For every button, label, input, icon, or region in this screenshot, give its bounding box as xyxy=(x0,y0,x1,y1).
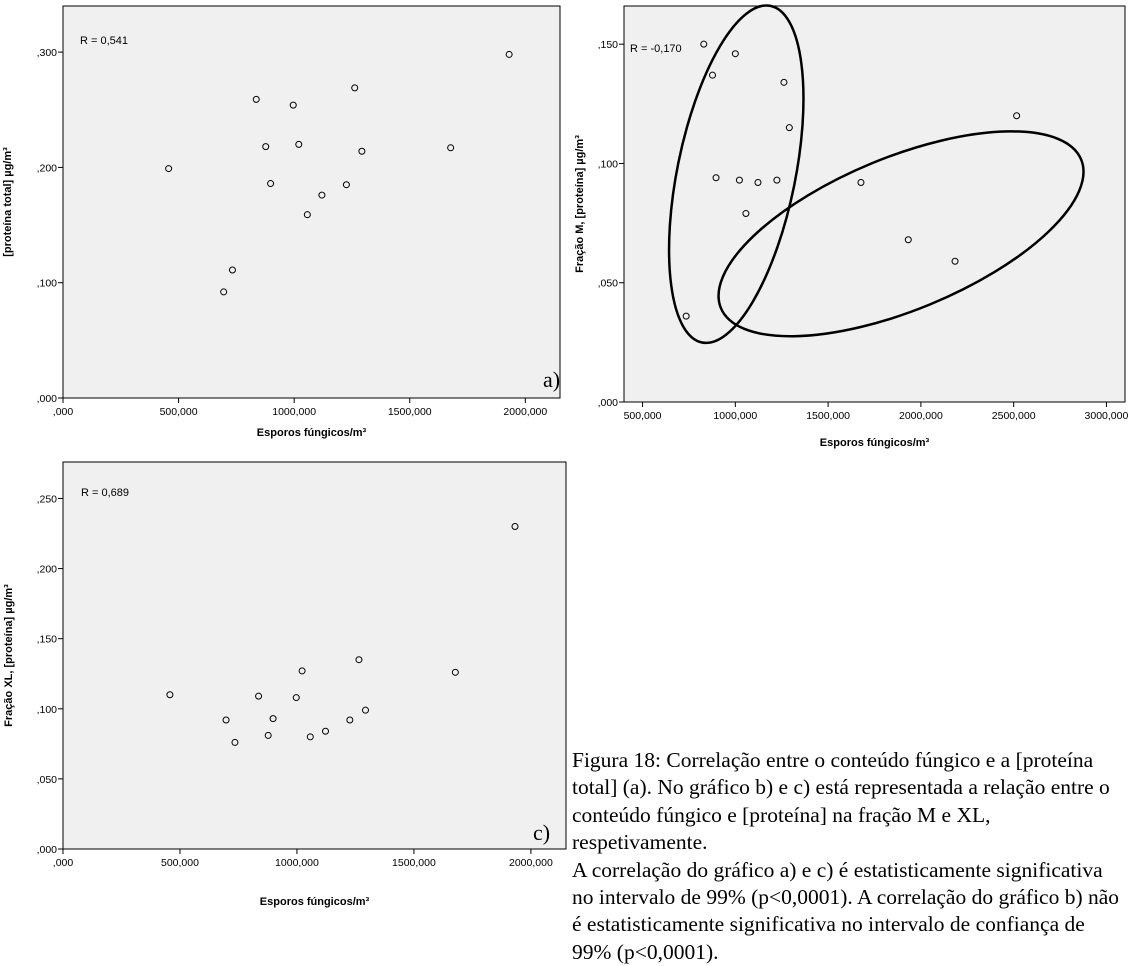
chart-c-y-tick-label: ,100 xyxy=(37,704,58,716)
chart-b-y-tick-label: ,000 xyxy=(598,397,619,409)
chart-a-x-tick-label: 1500,000 xyxy=(388,406,432,418)
chart-a-y-tick-label: ,000 xyxy=(37,393,58,405)
chart-c-y-tick-label: ,150 xyxy=(37,634,58,646)
chart-b-data-point xyxy=(951,257,959,265)
chart-a-data-point xyxy=(252,95,260,103)
chart-b-x-tick-label: 500,000 xyxy=(624,410,662,422)
chart-a-x-tick-label: 1000,000 xyxy=(272,406,316,418)
chart-c-data-point xyxy=(222,716,230,724)
chart-c-x-tick-label: 500,000 xyxy=(161,857,199,869)
chart-a-data-point xyxy=(358,147,366,155)
chart-c-plot-area xyxy=(62,461,567,850)
scatter-chart-a: ,000 500,000 1000,000 1500,000 2000,000 ,000,… xyxy=(2,5,561,439)
chart-c-data-point xyxy=(362,706,370,714)
chart-b-data-point xyxy=(700,40,708,48)
chart-c-data-point xyxy=(298,667,306,675)
chart-a-r-annotation: R = 0,541 xyxy=(80,35,128,47)
chart-c-panel-label: c) xyxy=(533,820,550,845)
chart-c-data-point xyxy=(355,656,363,664)
chart-a-data-point xyxy=(318,191,326,199)
chart-b-y-tick-label: ,100 xyxy=(598,158,619,170)
chart-a-plot-area xyxy=(62,5,561,399)
chart-c-data-point xyxy=(292,694,300,702)
chart-c-data-point xyxy=(231,738,239,746)
chart-b-x-tick-label: 2000,000 xyxy=(899,410,943,422)
chart-a-data-point xyxy=(220,288,228,296)
chart-a-data-point xyxy=(289,101,297,109)
chart-a-x-axis-label: Esporos fúngicos/m³ xyxy=(257,427,367,439)
chart-b-y-tick-label: ,050 xyxy=(598,278,619,290)
chart-b-x-tick-label: 2500,000 xyxy=(992,410,1036,422)
chart-b-data-point xyxy=(709,71,717,79)
chart-b-data-point xyxy=(742,210,750,218)
caption-paragraph-2: A correlação do gráfico a) e c) é estati… xyxy=(572,857,1120,964)
caption-paragraph-1: Figura 18: Correlação entre o conteúdo f… xyxy=(572,748,1110,855)
chart-a-data-point xyxy=(505,50,513,58)
chart-c-data-point xyxy=(451,668,459,676)
chart-c-y-tick-label: ,200 xyxy=(37,564,58,576)
chart-c-x-tick-label: 2000,000 xyxy=(509,857,553,869)
chart-c-x-tick-label: ,000 xyxy=(53,857,74,869)
figure-caption: Figura 18: Correlação entre o conteúdo f… xyxy=(572,747,1122,966)
chart-b-data-point xyxy=(773,176,781,184)
chart-c-data-point xyxy=(306,733,314,741)
chart-c-y-tick-label: ,250 xyxy=(37,493,58,505)
chart-a-data-point xyxy=(342,181,350,189)
chart-b-data-point xyxy=(754,179,762,187)
chart-a-y-tick-label: ,100 xyxy=(37,278,58,290)
scatter-chart-c: ,000 500,000 1000,000 1500,000 2000,000 ,000,… xyxy=(3,461,567,908)
chart-a-data-point xyxy=(351,84,359,92)
chart-c-data-point xyxy=(321,727,329,735)
chart-b-data-point xyxy=(857,179,865,187)
chart-c-x-tick-label: 1500,000 xyxy=(392,857,436,869)
chart-a-data-point xyxy=(267,180,275,188)
chart-a-y-tick-label: ,300 xyxy=(37,47,58,59)
chart-c-x-axis-label: Esporos fúngicos/m³ xyxy=(260,896,370,908)
chart-b-data-point xyxy=(735,176,743,184)
chart-b-x-tick-label: 3000,000 xyxy=(1085,410,1129,422)
chart-b-data-point xyxy=(731,50,739,58)
chart-a-data-point xyxy=(303,211,311,219)
chart-a-data-point xyxy=(262,143,270,151)
chart-b-group-ellipse-1 xyxy=(667,4,805,345)
chart-b-group-ellipse-2 xyxy=(717,130,1085,338)
chart-a-data-point xyxy=(165,165,173,173)
chart-c-data-point xyxy=(346,716,354,724)
chart-a-y-tick-label: ,200 xyxy=(37,162,58,174)
chart-a-data-point xyxy=(228,266,236,274)
chart-b-data-point xyxy=(1013,112,1021,120)
chart-a-panel-label: a) xyxy=(543,367,560,392)
chart-c-y-axis-label: Fração XL, [proteína] µg/m³ xyxy=(3,584,15,727)
chart-a-data-point xyxy=(295,140,303,148)
chart-c-y-tick-label: ,050 xyxy=(37,774,58,786)
chart-c-data-point xyxy=(166,691,174,699)
chart-a-data-point xyxy=(447,144,455,152)
chart-c-r-annotation: R = 0,689 xyxy=(81,487,129,499)
chart-a-x-tick-label: 500,000 xyxy=(160,406,198,418)
chart-b-data-point xyxy=(904,236,912,244)
chart-b-data-point xyxy=(712,174,720,182)
chart-c-x-tick-label: 1000,000 xyxy=(275,857,319,869)
chart-a-y-axis-label: [proteína total] µg/m³ xyxy=(2,147,14,257)
chart-b-r-annotation: R = -0,170 xyxy=(630,43,682,55)
chart-b-y-axis-label: Fração M, [proteína] µg/m³ xyxy=(574,135,586,273)
chart-c-data-point xyxy=(255,692,263,700)
chart-b-y-tick-label: ,150 xyxy=(598,39,619,51)
chart-b-x-axis-label: Esporos fúngicos/m³ xyxy=(820,437,930,449)
chart-b-data-point xyxy=(780,78,788,86)
chart-b-data-point xyxy=(682,312,690,320)
scatter-chart-b: 500,000 1000,000 1500,000 2000,000 2500,000 3… xyxy=(574,4,1129,449)
chart-c-y-tick-label: ,000 xyxy=(37,844,58,856)
chart-c-data-point xyxy=(269,715,277,723)
chart-b-x-tick-label: 1000,000 xyxy=(713,410,757,422)
chart-c-data-point xyxy=(511,523,519,530)
chart-a-x-tick-label: 2000,000 xyxy=(503,406,547,418)
chart-b-x-tick-label: 1500,000 xyxy=(806,410,850,422)
chart-a-x-tick-label: ,000 xyxy=(53,406,74,418)
chart-c-data-point xyxy=(264,731,272,739)
chart-b-data-point xyxy=(785,124,793,132)
